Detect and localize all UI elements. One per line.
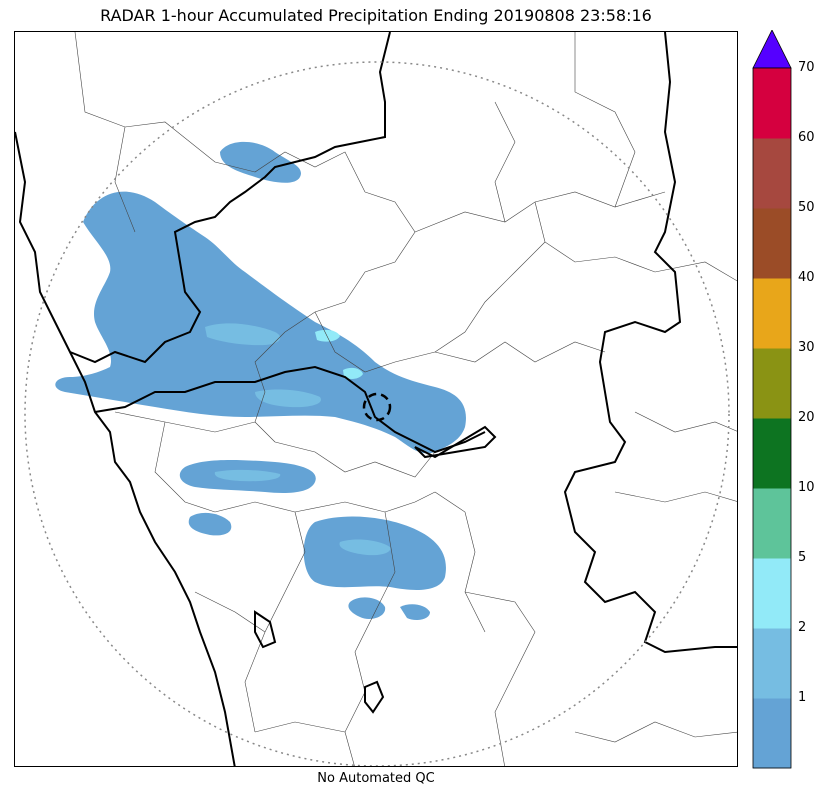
precipitation-heavy: [315, 329, 363, 379]
state-border-central: [94, 365, 486, 454]
colorbar-labels: 1 2 5 10 20 30 40 50 60 70: [798, 0, 825, 797]
colorbar-segment: [753, 348, 791, 419]
rain-cell-north: [220, 141, 301, 183]
colorbar-segment: [753, 488, 791, 559]
rain-medium-3: [339, 539, 391, 556]
colorbar-tick-label: 20: [798, 410, 815, 425]
map-title: RADAR 1-hour Accumulated Precipitation E…: [100, 6, 652, 25]
colorbar-tick-label: 1: [798, 690, 807, 705]
state-enclave: [414, 425, 497, 459]
rain-medium-2: [255, 389, 321, 408]
radar-site-marker: [362, 392, 392, 422]
colorbar-tick-label: 60: [798, 130, 815, 145]
rain-heavy-1: [315, 329, 340, 342]
qc-status-label: No Automated QC: [317, 771, 435, 786]
colorbar-segment: [753, 418, 791, 489]
colorbar-segment: [753, 208, 791, 279]
district-boundaries: [74, 32, 737, 766]
map-svg: [15, 32, 737, 766]
colorbar-tick-label: 5: [798, 550, 807, 565]
colorbar-tick-label: 70: [798, 60, 815, 75]
colorbar-tick-label: 30: [798, 340, 815, 355]
colorbar-segment: [753, 628, 791, 699]
rain-medium-1: [205, 323, 281, 346]
colorbar-segment: [753, 278, 791, 349]
enclave-2: [364, 680, 385, 714]
range-ring: [24, 61, 730, 766]
colorbar-segment: [753, 698, 791, 769]
colorbar-border: [752, 67, 792, 769]
precipitation-medium: [205, 323, 391, 556]
coastline: [15, 131, 236, 766]
rain-cell-west: [55, 191, 466, 454]
rain-cell-sw: [188, 512, 232, 536]
colorbar-segment: [753, 138, 791, 209]
colorbar-tick-label: 50: [798, 200, 815, 215]
colorbar-tick-label: 40: [798, 270, 815, 285]
colorbar-tick-label: 2: [798, 620, 807, 635]
radar-map[interactable]: [14, 31, 738, 767]
enclave-1: [254, 610, 277, 649]
colorbar: [752, 30, 792, 769]
rain-heavy-2: [343, 367, 363, 379]
state-boundaries: [15, 32, 737, 766]
colorbar-tick-label: 10: [798, 480, 815, 495]
state-border-north: [69, 32, 391, 364]
colorbar-segment: [753, 68, 791, 139]
colorbar-segment: [753, 558, 791, 629]
colorbar-extend-arrow: [752, 30, 792, 69]
rain-medium-4: [214, 469, 281, 482]
rain-cell-south-small: [348, 597, 386, 619]
state-border-east: [563, 32, 737, 654]
rain-cell-south-small-2: [400, 604, 430, 620]
